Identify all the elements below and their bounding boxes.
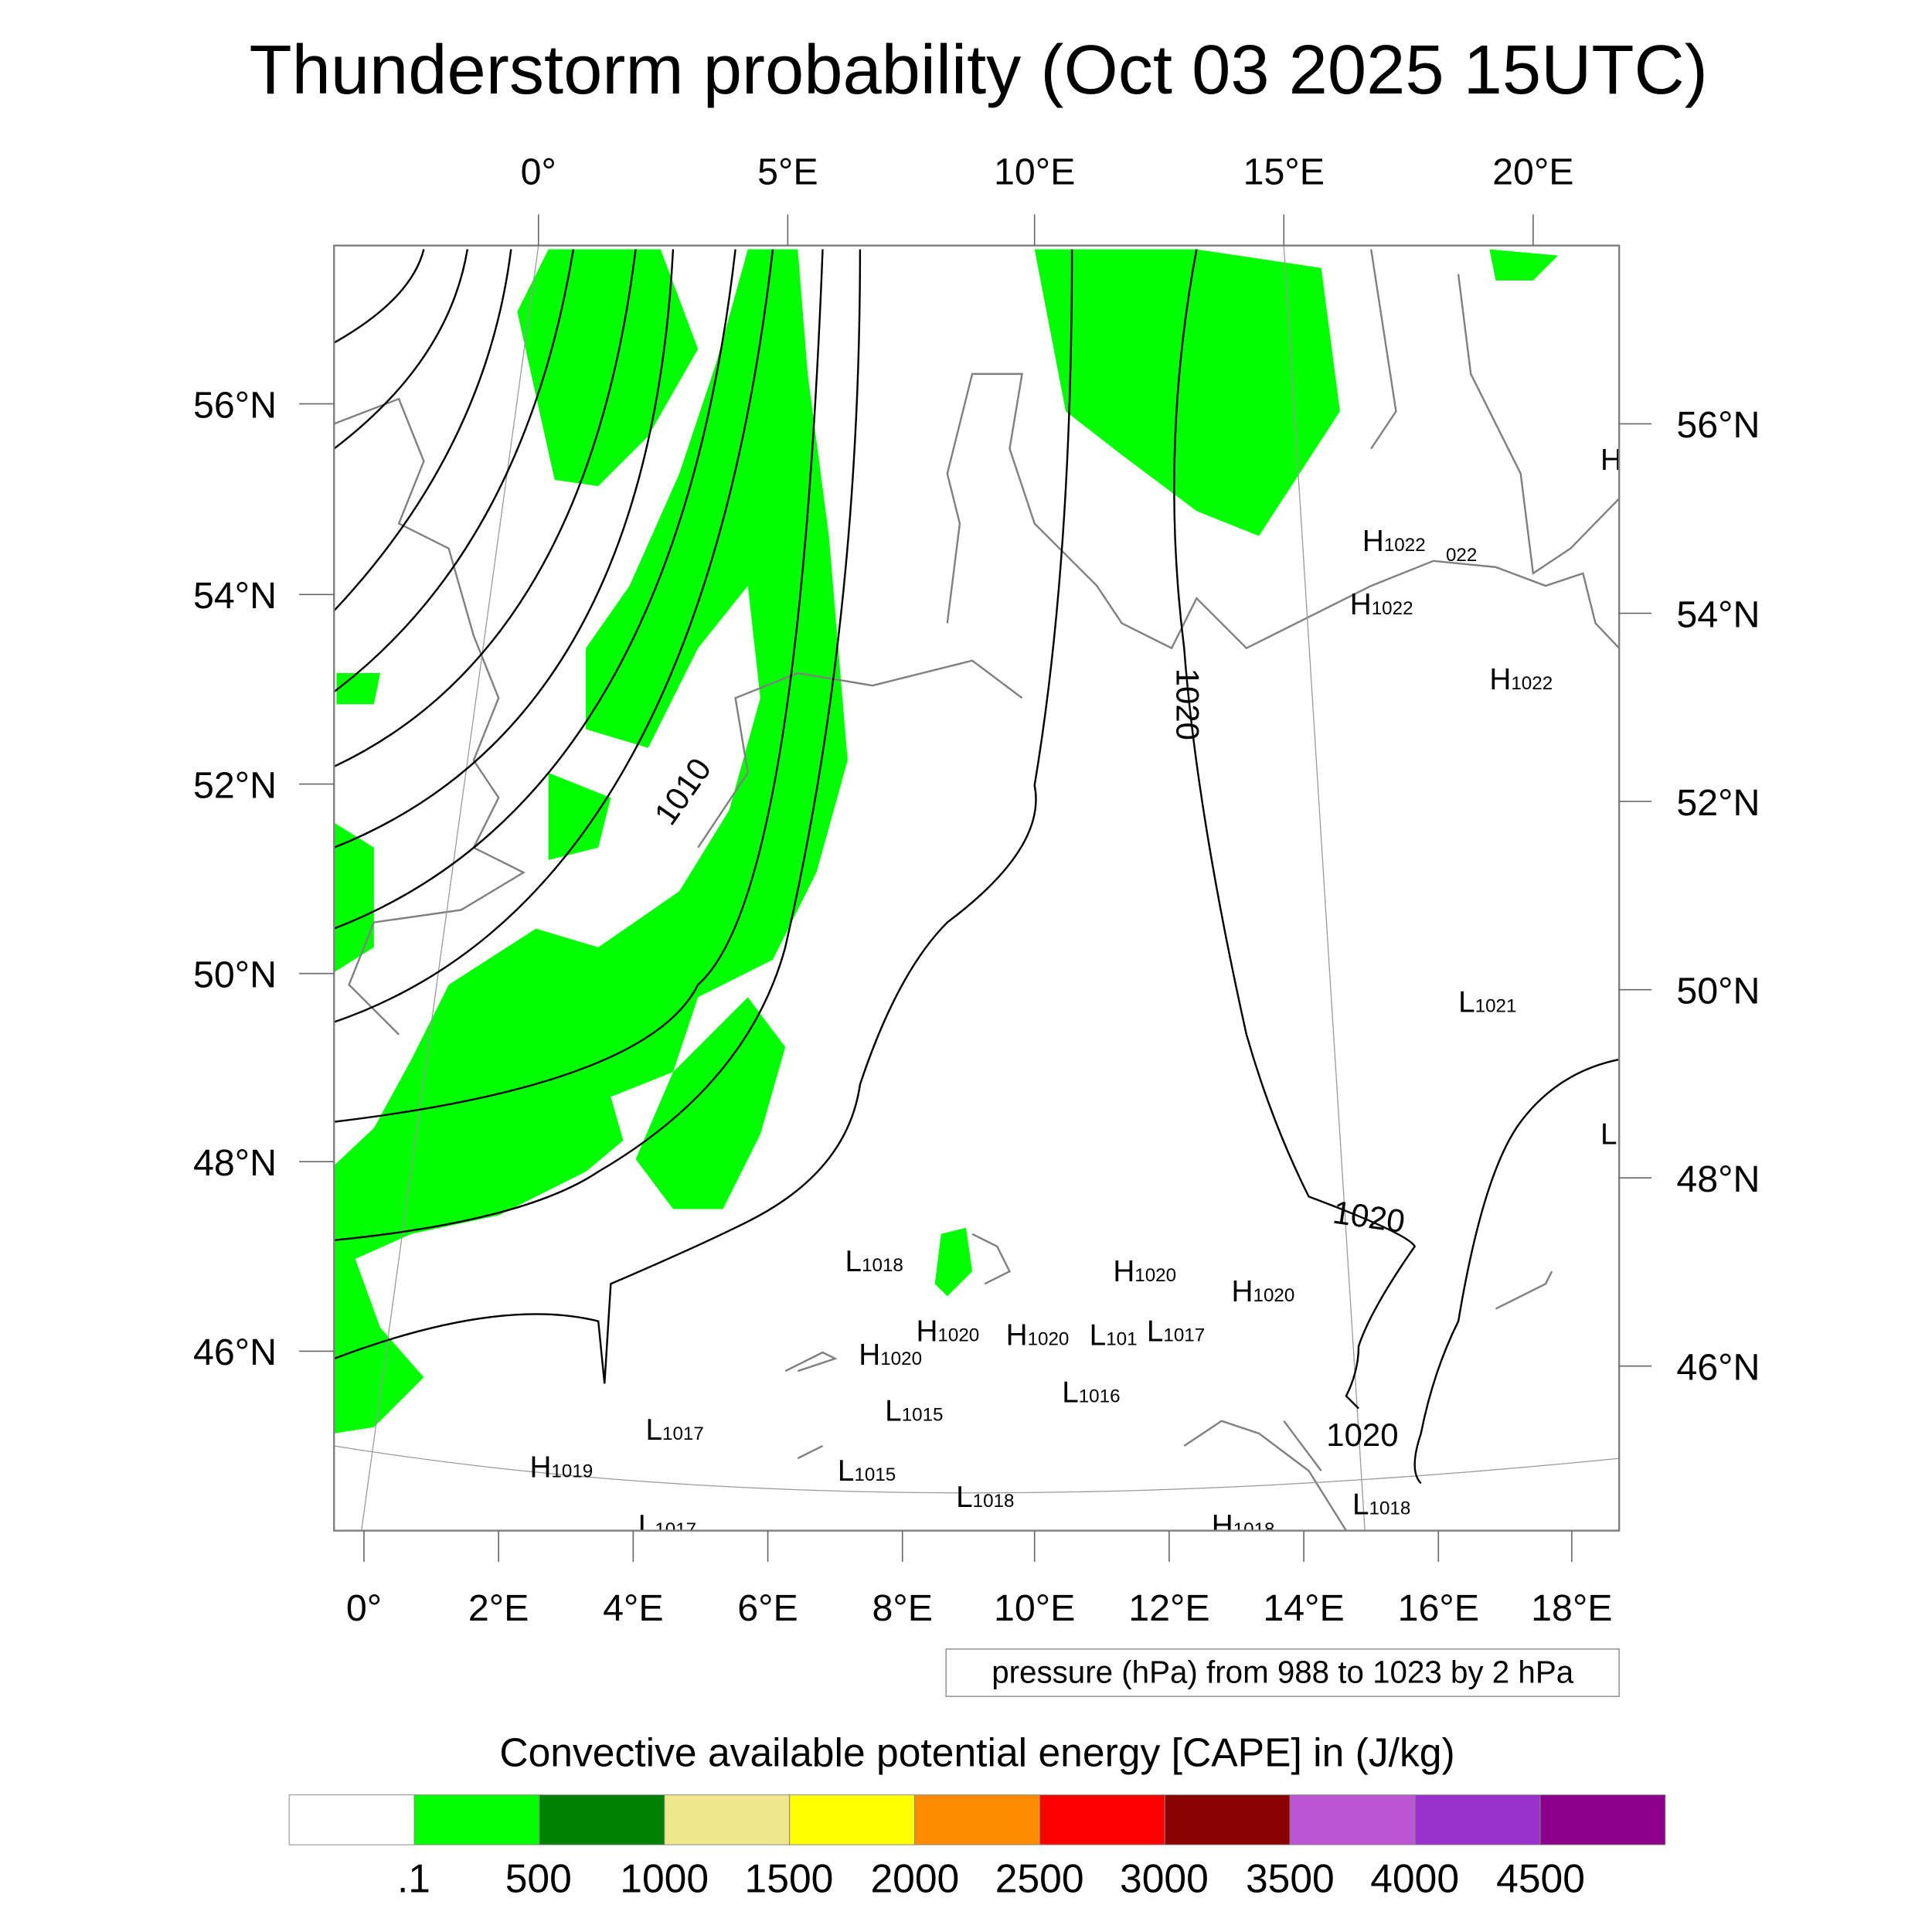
tick-label: 50°N xyxy=(1676,970,1760,1012)
tick-label: 56°N xyxy=(1676,404,1760,446)
cape-region xyxy=(635,997,786,1209)
pressure-center: L1018 xyxy=(1352,1488,1410,1522)
tick-label: 15°E xyxy=(1243,151,1325,193)
isobar-label: 1020 xyxy=(1331,1194,1407,1240)
tick-label: 5°E xyxy=(757,151,818,193)
pressure-center: L1018 xyxy=(845,1245,903,1278)
pressure-center: L1016 xyxy=(1062,1376,1120,1410)
tick-label: 54°N xyxy=(1676,594,1760,635)
pressure-center: H1020 xyxy=(1006,1318,1070,1352)
bottom-axis: 0° 2°E 4°E 6°E 8°E 10°E 12°E 14°E 16°E 1… xyxy=(346,1530,1613,1629)
tick-label: 18°E xyxy=(1531,1587,1612,1629)
pressure-center: H1022 xyxy=(1489,663,1553,696)
tick-label: 46°N xyxy=(1676,1346,1760,1388)
map-frame xyxy=(333,244,1621,1532)
colorbar-swatch xyxy=(1414,1794,1541,1845)
tick-label: 54°N xyxy=(193,575,277,617)
tick-label: 14°E xyxy=(1263,1587,1344,1629)
pressure-center: L1017 xyxy=(645,1413,703,1447)
pressure-center: H1019 xyxy=(529,1451,593,1484)
colorbar-swatch xyxy=(288,1794,415,1845)
pressure-center: L1015 xyxy=(838,1454,896,1488)
colorbar xyxy=(288,1794,1666,1845)
isobar-label: 1020 xyxy=(1170,668,1206,740)
pressure-center: L1018 xyxy=(956,1481,1014,1514)
isobar-labels: 1010 1020 1020 1020 xyxy=(647,668,1407,1453)
colorbar-label: 2500 xyxy=(995,1855,1084,1900)
tick-label: 20°E xyxy=(1492,151,1573,193)
tick-label: 52°N xyxy=(1676,782,1760,824)
tick-label: 0° xyxy=(346,1587,382,1629)
pressure-centers: H1022 022 H1022 H1022 H L1021 L L1018 H1… xyxy=(529,444,1621,1543)
isobars xyxy=(333,249,1620,1485)
colorbar-swatch xyxy=(664,1794,791,1845)
isobar-label: 1020 xyxy=(1326,1417,1398,1453)
tick-label: 56°N xyxy=(193,384,277,426)
colorbar-swatch xyxy=(914,1794,1040,1845)
colorbar-label: .1 xyxy=(397,1855,430,1900)
contour-info: pressure (hPa) from 988 to 1023 by 2 hPa xyxy=(992,1654,1574,1689)
pressure-center: L1021 xyxy=(1458,986,1516,1019)
cape-region xyxy=(336,672,380,705)
graticule xyxy=(334,245,1620,1531)
tick-label: 48°N xyxy=(193,1142,277,1184)
colorbar-label: 1500 xyxy=(745,1855,834,1900)
pressure-center: 022 xyxy=(1446,545,1477,566)
isobar-label: 1010 xyxy=(647,751,718,831)
tick-label: 52°N xyxy=(193,764,277,806)
cape-region xyxy=(334,249,848,1434)
contour-info-box xyxy=(945,1648,1620,1697)
colorbar-label: 2000 xyxy=(870,1855,959,1900)
tick-label: 10°E xyxy=(994,151,1075,193)
coastlines xyxy=(333,249,1621,1532)
cape-region xyxy=(548,773,611,860)
colorbar-swatch xyxy=(1289,1794,1416,1845)
pressure-center: H1020 xyxy=(859,1338,922,1372)
colorbar-label: 3000 xyxy=(1120,1855,1209,1900)
colorbar-label: 1000 xyxy=(620,1855,709,1900)
pressure-center: H1022 xyxy=(1362,525,1426,558)
cape-region xyxy=(934,1227,973,1297)
cape-region xyxy=(1489,249,1559,281)
left-axis: 56°N 54°N 52°N 50°N 48°N 46°N xyxy=(193,384,335,1373)
tick-label: 50°N xyxy=(193,954,277,995)
colorbar-swatch xyxy=(789,1794,916,1845)
pressure-center: L1015 xyxy=(885,1395,943,1428)
colorbar-label: 500 xyxy=(505,1855,572,1900)
colorbar-label: 3500 xyxy=(1246,1855,1335,1900)
right-axis: 56°N 54°N 52°N 50°N 48°N 46°N xyxy=(1619,404,1760,1388)
tick-label: 6°E xyxy=(737,1587,798,1629)
tick-label: 8°E xyxy=(872,1587,933,1629)
cape-region xyxy=(1034,249,1340,536)
pressure-center: L1017 xyxy=(1147,1315,1205,1348)
tick-label: 10°E xyxy=(994,1587,1075,1629)
chart-title: Thunderstorm probability (Oct 03 2025 15… xyxy=(249,31,1707,109)
cape-field xyxy=(334,249,1559,1434)
colorbar-swatch xyxy=(1164,1794,1291,1845)
colorbar-labels: .1 500 1000 1500 2000 2500 3000 3500 400… xyxy=(397,1855,1585,1900)
colorbar-label: 4000 xyxy=(1370,1855,1459,1900)
colorbar-title: Convective available potential energy [C… xyxy=(499,1730,1454,1774)
cape-region xyxy=(334,822,374,973)
pressure-center: H1022 xyxy=(1350,588,1413,621)
tick-label: 48°N xyxy=(1676,1158,1760,1200)
colorbar-swatch xyxy=(539,1794,665,1845)
tick-label: 0° xyxy=(521,151,556,193)
tick-label: 4°E xyxy=(603,1587,664,1629)
top-axis: 0° 5°E 10°E 15°E 20°E xyxy=(521,151,1574,246)
tick-label: 46°N xyxy=(193,1332,277,1373)
pressure-center: H1020 xyxy=(1113,1255,1176,1288)
colorbar-swatch xyxy=(413,1794,540,1845)
colorbar-swatch xyxy=(1039,1794,1165,1845)
tick-label: 16°E xyxy=(1398,1587,1479,1629)
pressure-center: L101 xyxy=(1090,1318,1138,1352)
colorbar-label: 4500 xyxy=(1496,1855,1585,1900)
colorbar-swatch xyxy=(1539,1794,1666,1845)
tick-label: 2°E xyxy=(468,1587,529,1629)
pressure-center: H1020 xyxy=(1232,1275,1295,1308)
tick-label: 12°E xyxy=(1128,1587,1209,1629)
pressure-center: L xyxy=(1600,1118,1617,1151)
pressure-center: H1020 xyxy=(916,1315,979,1348)
